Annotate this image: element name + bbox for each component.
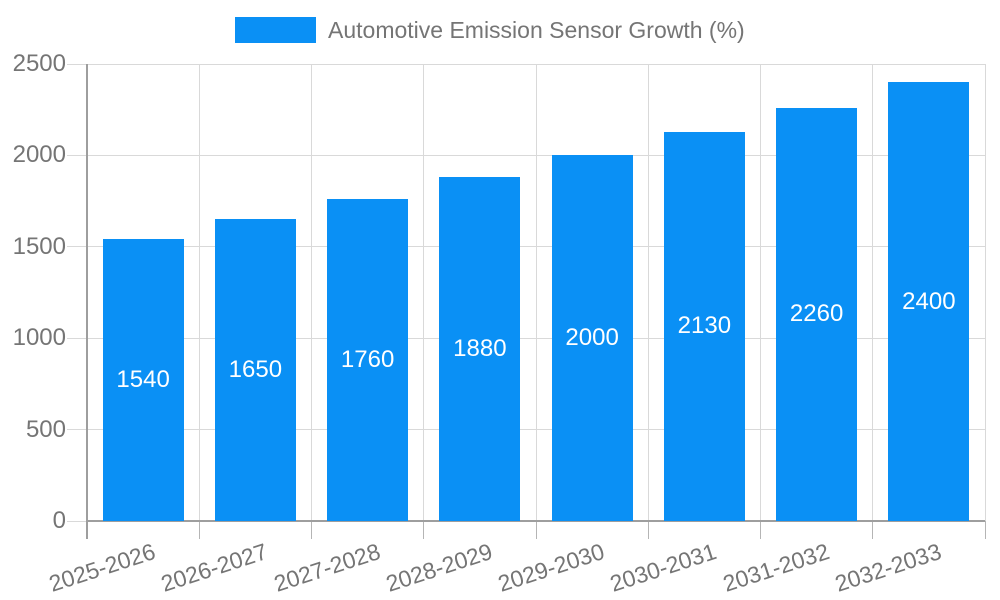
bar-value-label: 2400 [902,287,956,315]
bar[interactable]: 2400 [888,82,970,521]
x-gridline [423,64,425,521]
x-tick-icon [760,521,761,539]
x-tick-icon [198,521,200,539]
x-tick-icon [872,521,874,539]
y-tick-icon [67,429,87,431]
x-axis-tick-label: 2031-2032 [719,538,833,597]
bar-value-label: 1760 [340,346,395,374]
x-gridline [872,64,874,521]
y-axis-line [86,64,88,539]
bar-value-label: 1650 [228,356,283,384]
bar-value-label: 1540 [116,366,170,394]
x-tick-icon [647,521,649,539]
x-tick-icon [984,521,986,539]
bar-value-label: 2000 [565,324,619,352]
x-axis-tick-label: 2028-2029 [382,538,496,597]
bar[interactable]: 2260 [776,107,858,521]
y-axis-tick-label: 0 [52,507,66,534]
legend-swatch-icon [235,17,316,43]
x-gridline [647,64,649,521]
x-axis-tick-label: 2030-2031 [607,538,720,597]
x-gridline [311,64,312,521]
x-gridline [984,64,986,521]
x-axis-tick-label: 2032-2033 [831,538,945,597]
x-axis-tick-label: 2025-2026 [45,538,159,597]
bar[interactable]: 1760 [327,199,409,521]
y-tick-icon [67,154,87,156]
x-tick-icon [311,521,312,539]
bar[interactable]: 2000 [551,155,633,521]
y-tick-icon [67,337,87,339]
bar-value-label: 1880 [453,335,507,363]
x-tick-icon [423,521,425,539]
x-tick-icon [535,521,537,539]
bar[interactable]: 2130 [663,131,745,521]
x-axis-tick-label: 2026-2027 [158,538,271,597]
y-axis-tick-label: 1500 [12,232,66,260]
y-axis-tick-label: 500 [25,415,66,443]
x-axis-tick-label: 2027-2028 [270,538,384,597]
y-tick-icon [67,520,87,522]
legend-label: Automotive Emission Sensor Growth (%) [328,16,745,43]
x-gridline [198,64,200,521]
y-axis-tick-label: 2000 [12,141,66,169]
y-tick-icon [67,246,87,248]
x-axis-line [87,520,985,522]
bar[interactable]: 1540 [102,239,184,521]
bar[interactable]: 1650 [214,219,296,521]
chart-legend: Automotive Emission Sensor Growth (%) [235,17,745,43]
y-axis-tick-label: 2500 [12,50,66,77]
x-axis-tick-label: 2029-2030 [494,538,608,597]
bar-value-label: 2130 [677,312,732,340]
y-tick-icon [67,63,87,65]
bar-value-label: 2260 [789,300,844,328]
bar[interactable]: 1880 [439,177,521,521]
x-gridline [760,64,761,521]
y-axis-tick-label: 1000 [12,324,66,352]
x-gridline [535,64,537,521]
